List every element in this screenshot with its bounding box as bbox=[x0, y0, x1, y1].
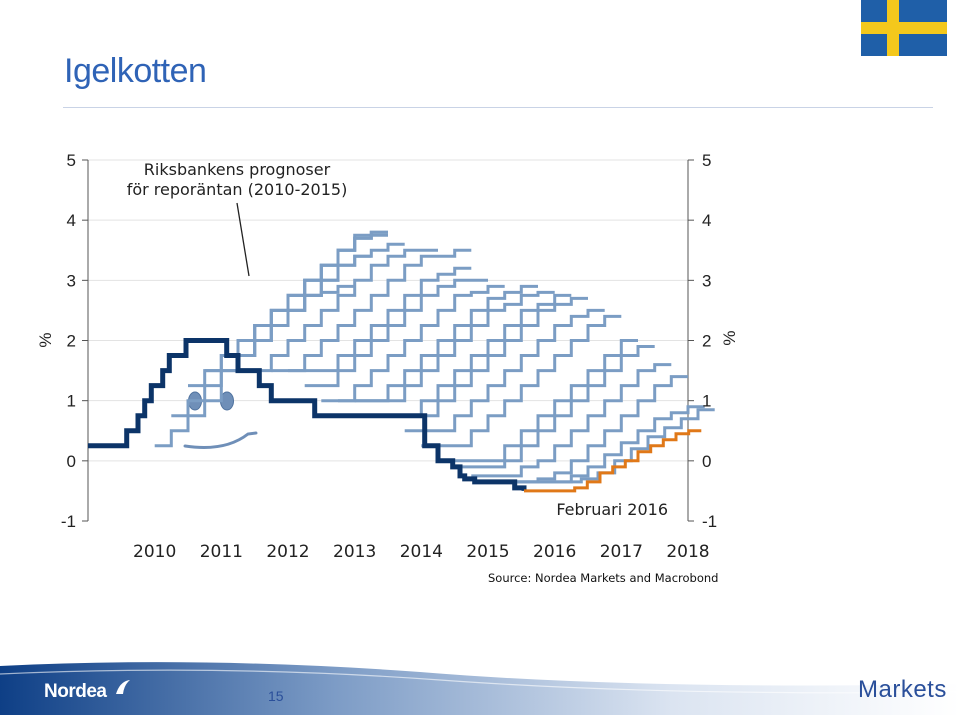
latest-forecast-path bbox=[524, 429, 702, 493]
forecast-path bbox=[288, 266, 472, 373]
forecast-path bbox=[388, 296, 588, 418]
footer-wave-highlight bbox=[0, 669, 960, 694]
x-tick-label: 2012 bbox=[266, 542, 309, 562]
forecast-path bbox=[354, 290, 555, 403]
y-tick-label-right: 5 bbox=[702, 151, 711, 170]
y-axis-label-left: % bbox=[36, 332, 55, 347]
smile-icon bbox=[183, 431, 258, 449]
x-ticks: 2010 2011 2012 2013 2014 2015 2016 2017 2018 bbox=[133, 542, 710, 562]
forecast-path bbox=[204, 230, 388, 373]
forecast-path bbox=[371, 293, 572, 418]
swedish-flag-icon bbox=[861, 0, 947, 56]
y-axis-label-right: % bbox=[720, 330, 739, 345]
latest-forecast-label: Februari 2016 bbox=[556, 500, 668, 519]
forecast-path bbox=[471, 363, 672, 478]
y-tick-label-left: 3 bbox=[67, 271, 76, 290]
forecast-paths bbox=[154, 230, 715, 484]
nordea-sail-icon bbox=[116, 680, 130, 694]
forecast-path bbox=[254, 248, 438, 373]
forecast-path bbox=[238, 242, 405, 357]
title-rule bbox=[63, 107, 933, 108]
x-tick-label: 2011 bbox=[200, 542, 243, 562]
forecast-path bbox=[221, 230, 388, 357]
nordea-logo: Nordea bbox=[44, 681, 107, 702]
annotation-line-2: för reporäntan (2010-2015) bbox=[127, 180, 348, 199]
forecast-path bbox=[514, 408, 715, 484]
actual-rate-path bbox=[88, 338, 527, 491]
forecast-path bbox=[304, 278, 488, 388]
actual-rate-line bbox=[88, 338, 527, 491]
y-tick-label-right: 3 bbox=[702, 271, 711, 290]
y-tick-label-left: 1 bbox=[67, 392, 76, 411]
page-title: Igelkotten bbox=[64, 52, 207, 90]
forecast-path bbox=[271, 248, 472, 373]
x-tick-label: 2014 bbox=[400, 542, 443, 562]
annotation-pointer bbox=[236, 202, 250, 277]
y-tick-label-right: 1 bbox=[702, 392, 711, 411]
forecast-path bbox=[421, 314, 622, 448]
x-tick-label: 2016 bbox=[533, 542, 576, 562]
footer-wave-shape bbox=[0, 662, 960, 715]
y-tick-label-right: -1 bbox=[702, 512, 717, 531]
x-tick-label: 2013 bbox=[333, 542, 376, 562]
forecast-path bbox=[338, 284, 538, 403]
footer-wave bbox=[0, 662, 960, 715]
y-tick-label-left: 4 bbox=[67, 211, 76, 230]
forecast-path bbox=[454, 345, 655, 469]
y-ticks-right: -1 0 1 2 3 4 5 bbox=[702, 151, 717, 531]
y-tick-label-left: 5 bbox=[67, 151, 76, 170]
y-tick-label-right: 0 bbox=[702, 452, 711, 471]
annotation-line-1: Riksbankens prognoser bbox=[144, 160, 331, 179]
y-tick-label-left: 2 bbox=[67, 332, 76, 351]
y-tick-label-left: -1 bbox=[61, 512, 76, 531]
y-ticks-left: -1 0 1 2 3 4 5 bbox=[61, 151, 76, 531]
flag-cross-horizontal bbox=[861, 22, 947, 34]
latest-forecast-line bbox=[524, 429, 702, 493]
nordea-sail-shape bbox=[116, 680, 130, 694]
forecast-path bbox=[404, 308, 605, 433]
y-tick-label-left: 0 bbox=[67, 452, 76, 471]
source-note: Source: Nordea Markets and Macrobond bbox=[488, 571, 718, 585]
x-tick-label: 2018 bbox=[666, 542, 709, 562]
y-tick-label-right: 2 bbox=[702, 332, 711, 351]
y-tick-label-right: 4 bbox=[702, 211, 711, 230]
x-tick-label: 2010 bbox=[133, 542, 176, 562]
page-number: 15 bbox=[268, 688, 284, 704]
markets-logo: Markets bbox=[858, 676, 947, 703]
forecast-path bbox=[321, 284, 505, 403]
x-tick-label: 2017 bbox=[600, 542, 643, 562]
x-tick-label: 2015 bbox=[466, 542, 509, 562]
